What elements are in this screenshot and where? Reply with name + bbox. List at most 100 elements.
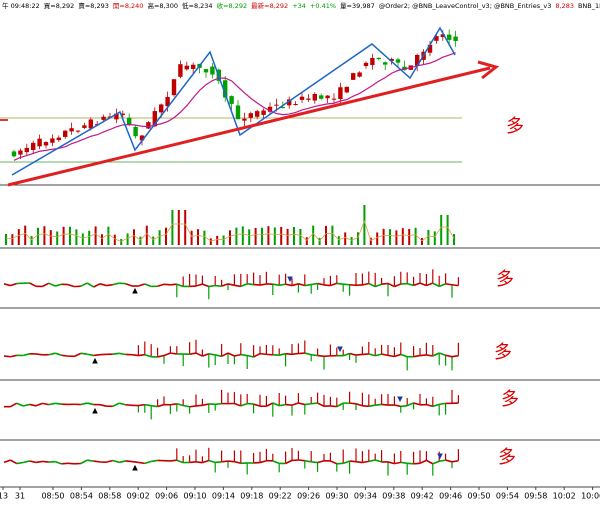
candle-body	[363, 62, 369, 67]
candle-body	[274, 104, 279, 106]
indicator-line	[413, 282, 421, 287]
moving-average	[13, 52, 456, 161]
indicator-line	[42, 282, 50, 288]
indicator-line	[438, 283, 446, 288]
candle-body	[235, 105, 241, 120]
indicator-line	[112, 352, 120, 355]
indicator-line	[202, 352, 210, 357]
indicator-line	[311, 282, 318, 286]
indicator-line	[304, 283, 312, 287]
indicator-line	[176, 403, 184, 407]
candle-body	[306, 98, 311, 100]
volume-bar	[37, 227, 39, 245]
indicator-line	[445, 459, 453, 463]
signal-label: 多	[496, 269, 514, 290]
volume-bar	[107, 226, 110, 245]
volume-bar	[190, 230, 193, 245]
indicator-line	[368, 282, 376, 288]
indicator-line	[170, 352, 177, 355]
indicator-line	[157, 283, 165, 288]
candle-body	[357, 72, 362, 77]
candle-body	[223, 80, 228, 98]
indicator-line	[208, 284, 216, 288]
indicator-line	[311, 353, 318, 357]
indicator-line	[432, 460, 440, 465]
time-label: 09:34	[354, 492, 377, 501]
volume-bar	[376, 232, 379, 245]
indicator-line	[426, 354, 433, 357]
header-field: +34	[292, 2, 306, 10]
indicator-line	[144, 353, 152, 358]
indicator-line	[221, 283, 229, 287]
volume-bar	[248, 229, 251, 245]
volume-bar	[145, 225, 148, 245]
indicator-line	[336, 282, 344, 286]
indicator-line	[374, 283, 382, 288]
indicator-line	[426, 403, 434, 408]
candle-body	[146, 122, 151, 129]
indicator-line	[215, 354, 222, 358]
header-field: +0.41%	[310, 2, 336, 10]
volume-bar	[11, 234, 14, 245]
indicator-line	[195, 352, 203, 357]
signal-label: 多	[501, 389, 519, 410]
indicator-line	[93, 460, 101, 463]
volume-bar	[203, 230, 206, 245]
indicator-line	[381, 282, 389, 285]
indicator-line	[80, 282, 88, 287]
time-label: 09:50	[467, 492, 490, 501]
time-label: 09:38	[382, 492, 405, 501]
indicator-line	[387, 461, 395, 465]
candle-body	[171, 79, 177, 96]
indicator-line	[61, 354, 69, 357]
candle-body	[210, 66, 215, 75]
candle-body	[395, 59, 401, 63]
volume-bar	[312, 225, 315, 245]
indicator-line	[215, 460, 222, 464]
indicator-line	[99, 283, 107, 287]
time-label: 13	[0, 492, 8, 501]
candle-body	[370, 57, 375, 65]
indicator-line	[240, 283, 248, 288]
volume-bar	[177, 210, 180, 245]
candle-body	[453, 36, 458, 41]
indicator-line	[291, 352, 299, 356]
candle-body	[178, 64, 183, 77]
indicator-line	[374, 459, 382, 463]
indicator-line	[291, 283, 299, 287]
volume-bar	[171, 210, 174, 245]
volume-bar	[254, 227, 257, 245]
indicator-line	[362, 282, 369, 286]
indicator-line	[74, 352, 82, 358]
indicator-line	[355, 353, 363, 356]
indicator-line	[439, 459, 446, 463]
volume-bar	[56, 231, 59, 245]
indicator-line	[317, 460, 325, 464]
candle-body	[50, 138, 55, 143]
volume-bar	[120, 238, 123, 245]
volume-bar	[88, 230, 91, 245]
indicator-line	[381, 403, 389, 406]
candle-body	[338, 87, 343, 99]
header-field: 高=8,300	[147, 1, 178, 10]
volume-bar	[433, 231, 436, 245]
indicator-line	[87, 459, 94, 462]
signal-arrow	[287, 276, 293, 283]
time-label: 10:06	[581, 492, 600, 501]
candle-body	[331, 98, 337, 100]
indicator-line	[368, 353, 376, 357]
indicator-line	[311, 461, 318, 464]
indicator-line	[23, 460, 30, 464]
indicator-line	[298, 283, 306, 287]
indicator-line	[426, 459, 434, 465]
candle-body	[267, 106, 273, 112]
indicator-line	[138, 461, 145, 465]
volume-bar	[5, 233, 7, 245]
volume-bar	[357, 232, 359, 245]
signal-arrow	[397, 396, 403, 403]
indicator-line	[330, 282, 338, 287]
volume-bar	[395, 230, 398, 245]
indicator-line	[400, 353, 408, 358]
indicator-line	[247, 283, 254, 286]
